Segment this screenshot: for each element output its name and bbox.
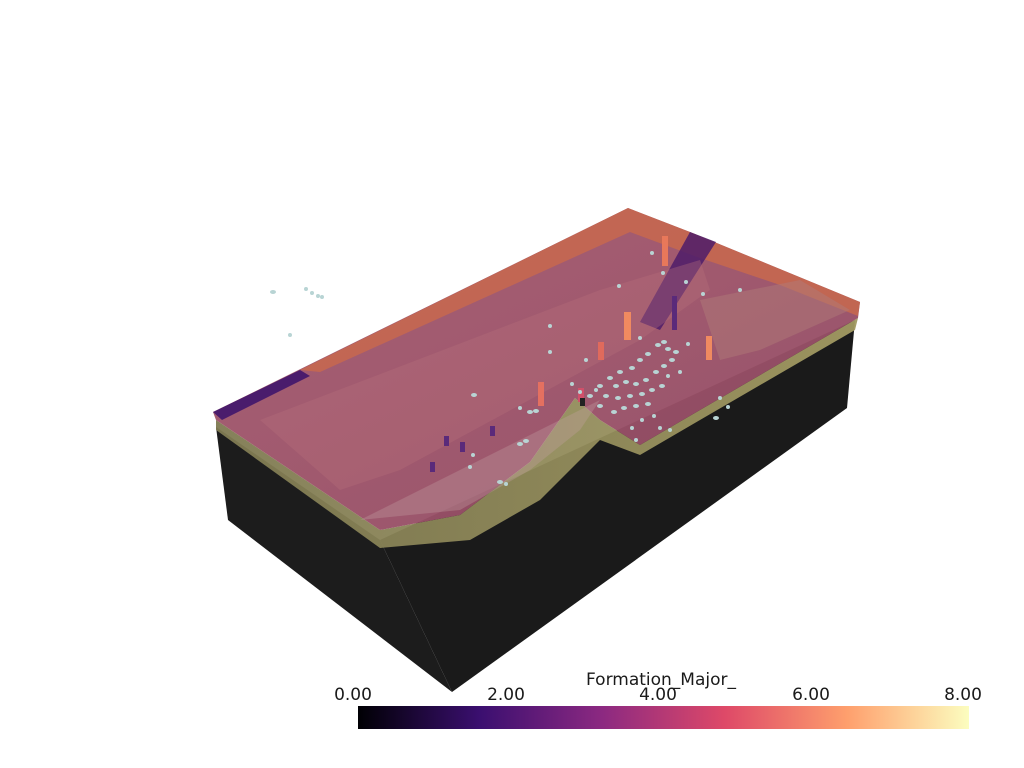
- well-columns: [430, 236, 712, 472]
- purple-channel: [640, 232, 716, 330]
- translucent-surface-2: [360, 400, 600, 520]
- orange-band: [300, 208, 860, 372]
- well-markers: [270, 251, 742, 486]
- translucent-surface-1: [260, 260, 710, 490]
- purple-edge-strip: [213, 370, 310, 420]
- translucent-surface-3: [700, 280, 850, 360]
- block-left-face: [216, 427, 452, 692]
- top-surface: [213, 208, 860, 530]
- block-front-face: [380, 320, 855, 692]
